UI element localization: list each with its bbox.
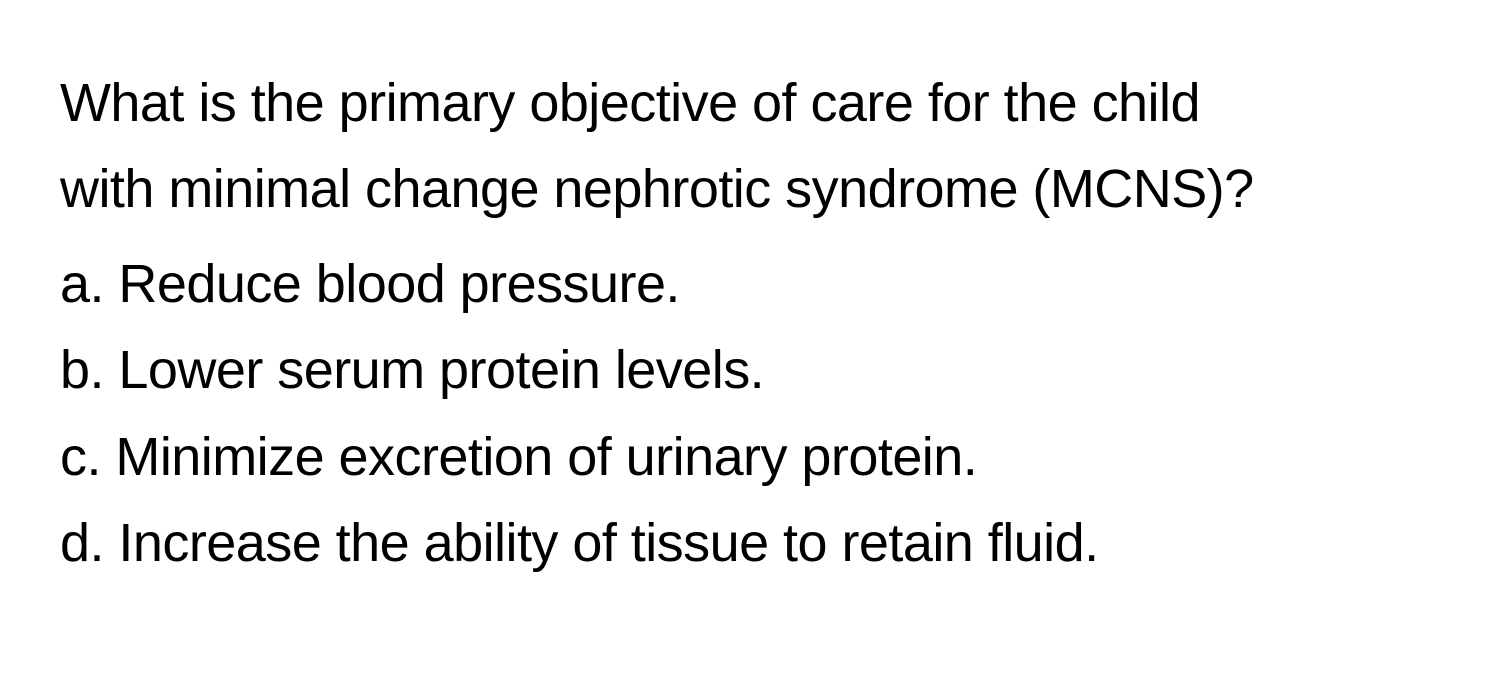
question-text-line-2: with minimal change nephrotic syndrome (… bbox=[60, 146, 1440, 232]
option-a: a. Reduce blood pressure. bbox=[60, 241, 1440, 327]
option-d: d. Increase the ability of tissue to ret… bbox=[60, 500, 1440, 586]
question-block: What is the primary objective of care fo… bbox=[0, 0, 1500, 586]
question-text-line-1: What is the primary objective of care fo… bbox=[60, 60, 1440, 146]
option-c: c. Minimize excretion of urinary protein… bbox=[60, 414, 1440, 500]
option-b: b. Lower serum protein levels. bbox=[60, 327, 1440, 413]
options-list: a. Reduce blood pressure. b. Lower serum… bbox=[60, 241, 1440, 587]
